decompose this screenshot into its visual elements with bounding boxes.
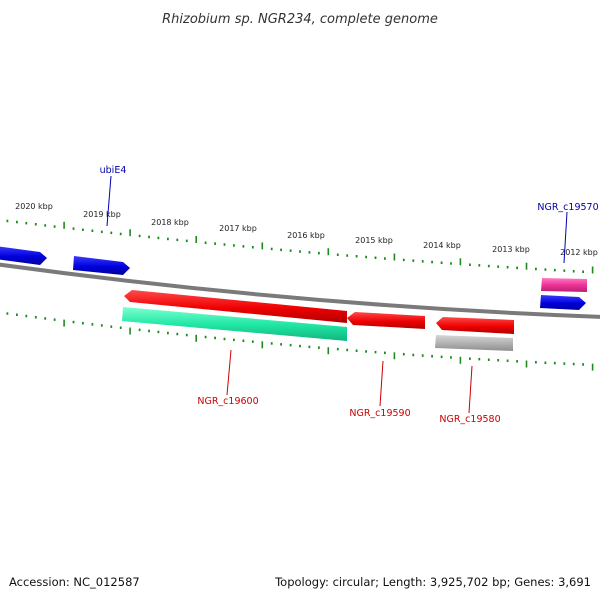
scale-label-2013: 2013 kbp: [492, 245, 530, 254]
gene-labels: ubiE4 NGR_c19570 NGR_c19600 NGR_c19590 N…: [100, 165, 599, 425]
scale-label-2012: 2012 kbp: [560, 248, 598, 257]
gene-label-NGR_c19580[interactable]: NGR_c19580: [439, 414, 500, 425]
leader-NGR_c19600: [226, 349, 232, 396]
gene-arrow-NGR_c19600[interactable]: [124, 290, 347, 323]
reverse-genes: [122, 290, 514, 351]
page-title: Rhizobium sp. NGR234, complete genome: [162, 12, 438, 27]
gene-label-ubiE4[interactable]: ubiE4: [100, 165, 127, 176]
scale-label-2017: 2017 kbp: [219, 224, 257, 233]
gene-arrow-NGR_c19580[interactable]: [436, 317, 514, 334]
accession-text: Accession: NC_012587: [9, 575, 140, 589]
scale-labels: 2020 kbp 2019 kbp 2018 kbp 2017 kbp 2016…: [15, 202, 598, 257]
scale-label-2015: 2015 kbp: [355, 236, 393, 245]
scale-label-2020: 2020 kbp: [15, 202, 53, 211]
gene-arrow-NGR_c19570-blue[interactable]: [540, 295, 586, 310]
gene-box-NGR_c19570-pink[interactable]: [541, 278, 587, 292]
pseudo-feature-NGR_c19580[interactable]: [435, 335, 513, 351]
scale-label-2014: 2014 kbp: [423, 241, 461, 250]
scale-ticks-upper: [6, 219, 594, 274]
scale-label-2019: 2019 kbp: [83, 210, 121, 219]
genome-backbone: [0, 262, 600, 319]
gene-arrow-NGR_c19590[interactable]: [347, 312, 425, 329]
gene-label-NGR_c19570[interactable]: NGR_c19570: [537, 202, 598, 213]
gene-label-NGR_c19600[interactable]: NGR_c19600: [197, 396, 258, 407]
scale-label-2016: 2016 kbp: [287, 231, 325, 240]
gene-arrow-ubiE4[interactable]: [73, 256, 130, 275]
scale-ticks-lower: [6, 312, 594, 371]
leader-NGR_c19570: [563, 211, 568, 264]
leader-ubiE4: [106, 175, 112, 227]
topology-text: Topology: circular; Length: 3,925,702 bp…: [274, 575, 591, 589]
leader-NGR_c19580: [468, 365, 473, 414]
forward-genes: [0, 246, 587, 310]
rna-feature-NGR_c19600[interactable]: [122, 307, 347, 341]
gene-label-NGR_c19590[interactable]: NGR_c19590: [349, 408, 410, 419]
leader-NGR_c19590: [379, 360, 384, 407]
label-leaders: [106, 175, 568, 414]
gene-arrow-left-edge[interactable]: [0, 246, 47, 265]
scale-label-2018: 2018 kbp: [151, 218, 189, 227]
